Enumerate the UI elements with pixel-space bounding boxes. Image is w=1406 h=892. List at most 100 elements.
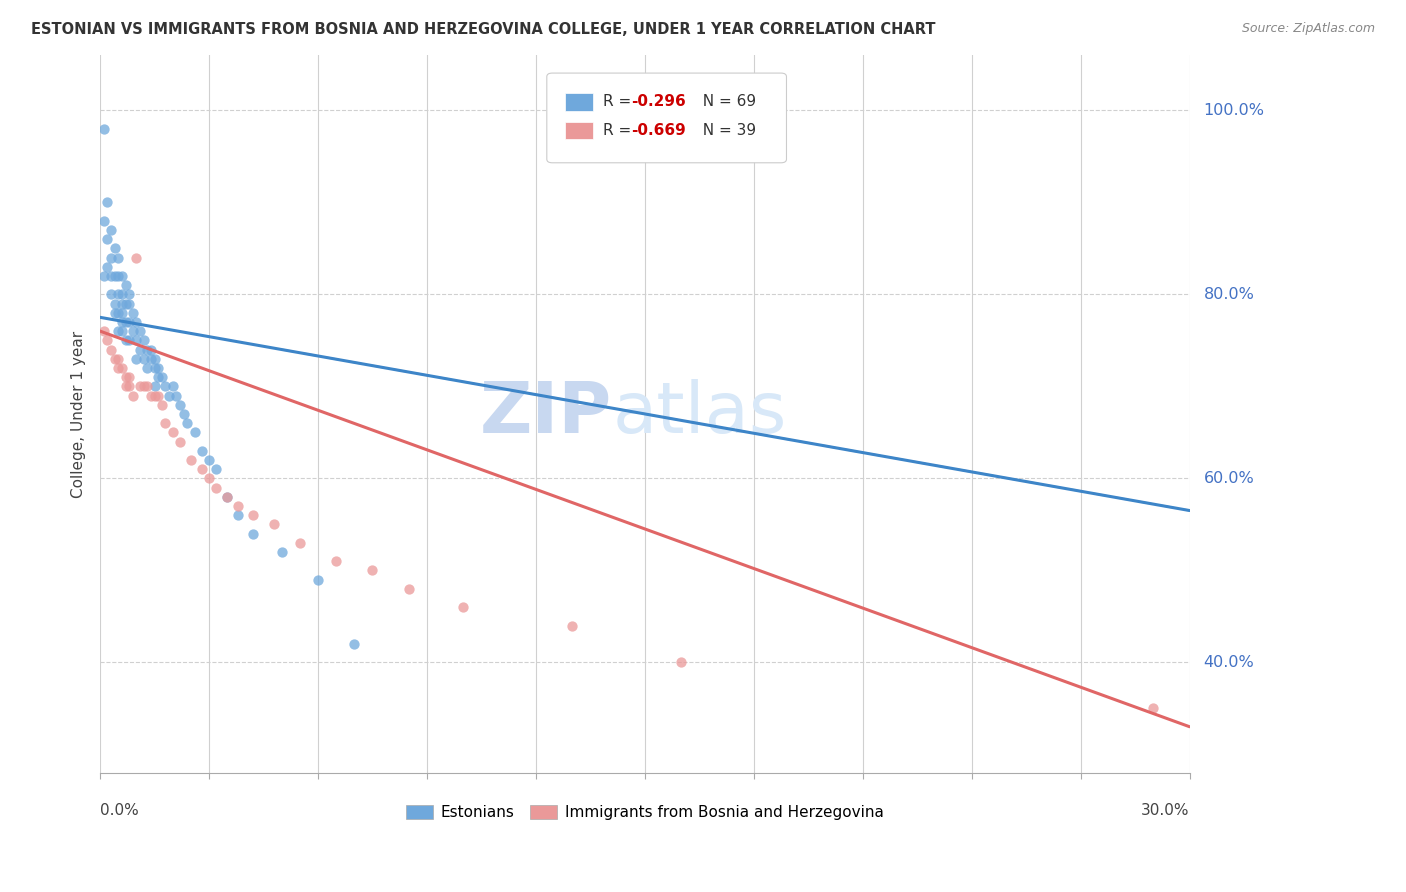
Point (129, 324, 152, 338)
Point (96, 195, 118, 210)
Point (96, 232, 118, 246)
Point (325, 554, 347, 568)
Point (114, 315, 136, 329)
Point (288, 535, 311, 549)
Point (155, 416, 177, 430)
Point (107, 324, 129, 338)
Point (191, 462, 214, 476)
Point (104, 351, 127, 366)
Point (561, 618, 583, 632)
Point (155, 379, 177, 393)
Point (93, 324, 115, 338)
Text: atlas: atlas (612, 379, 786, 449)
Point (242, 508, 264, 523)
Text: Source: ZipAtlas.com: Source: ZipAtlas.com (1241, 22, 1375, 36)
Point (96, 334, 118, 348)
Point (107, 287, 129, 301)
Point (669, 656, 692, 670)
Point (226, 508, 249, 523)
Text: 0.0%: 0.0% (100, 804, 139, 818)
Point (132, 379, 155, 393)
Point (107, 251, 129, 265)
Point (150, 370, 173, 384)
Point (136, 360, 159, 375)
Point (125, 251, 148, 265)
Point (183, 425, 205, 440)
Point (111, 296, 134, 310)
Point (139, 343, 162, 357)
Point (169, 398, 191, 412)
Point (361, 563, 384, 577)
Point (148, 360, 170, 375)
Point (93, 213, 115, 227)
Point (100, 287, 122, 301)
Point (121, 306, 143, 320)
Point (100, 268, 122, 283)
Point (143, 351, 166, 366)
Point (96, 260, 118, 274)
Point (104, 268, 127, 283)
Text: 30.0%: 30.0% (1142, 804, 1189, 818)
Text: -0.669: -0.669 (631, 123, 686, 138)
Point (111, 306, 134, 320)
Point (136, 343, 159, 357)
Point (121, 324, 143, 338)
FancyBboxPatch shape (547, 73, 786, 162)
Point (129, 379, 152, 393)
Point (143, 360, 166, 375)
Point (118, 379, 141, 393)
Text: 60.0%: 60.0% (1204, 471, 1254, 486)
Y-axis label: College, Under 1 year: College, Under 1 year (72, 330, 86, 498)
Text: 80.0%: 80.0% (1204, 287, 1254, 301)
Point (107, 306, 129, 320)
Point (136, 379, 159, 393)
Text: R =: R = (603, 95, 637, 110)
Point (162, 425, 184, 440)
Point (191, 443, 214, 458)
Bar (565, 121, 592, 139)
Point (118, 296, 141, 310)
Point (125, 315, 148, 329)
Point (173, 407, 195, 421)
Point (114, 296, 136, 310)
Point (157, 388, 180, 402)
Point (176, 416, 198, 430)
Point (148, 388, 170, 402)
Text: 100.0%: 100.0% (1204, 103, 1264, 118)
Point (118, 370, 141, 384)
Point (307, 573, 329, 587)
Point (451, 600, 474, 615)
Point (143, 388, 166, 402)
Point (100, 251, 122, 265)
Point (205, 462, 228, 476)
Point (217, 490, 239, 504)
Point (143, 379, 166, 393)
Point (139, 388, 162, 402)
Point (114, 334, 136, 348)
Point (398, 582, 420, 596)
Point (263, 517, 285, 532)
Point (111, 268, 134, 283)
Text: N = 39: N = 39 (693, 123, 756, 138)
Point (104, 241, 127, 255)
Point (242, 526, 264, 541)
Point (107, 351, 129, 366)
Point (180, 453, 202, 467)
Point (118, 287, 141, 301)
Bar (565, 93, 592, 111)
Point (270, 545, 292, 559)
Point (93, 121, 115, 136)
Point (121, 388, 143, 402)
Point (139, 351, 162, 366)
Point (150, 398, 173, 412)
Point (125, 351, 148, 366)
Point (100, 223, 122, 237)
Point (198, 453, 221, 467)
Point (162, 379, 184, 393)
Text: R =: R = (603, 123, 637, 138)
Point (198, 471, 221, 485)
Point (1142, 701, 1164, 715)
Point (118, 315, 141, 329)
Point (107, 268, 129, 283)
Point (205, 481, 228, 495)
